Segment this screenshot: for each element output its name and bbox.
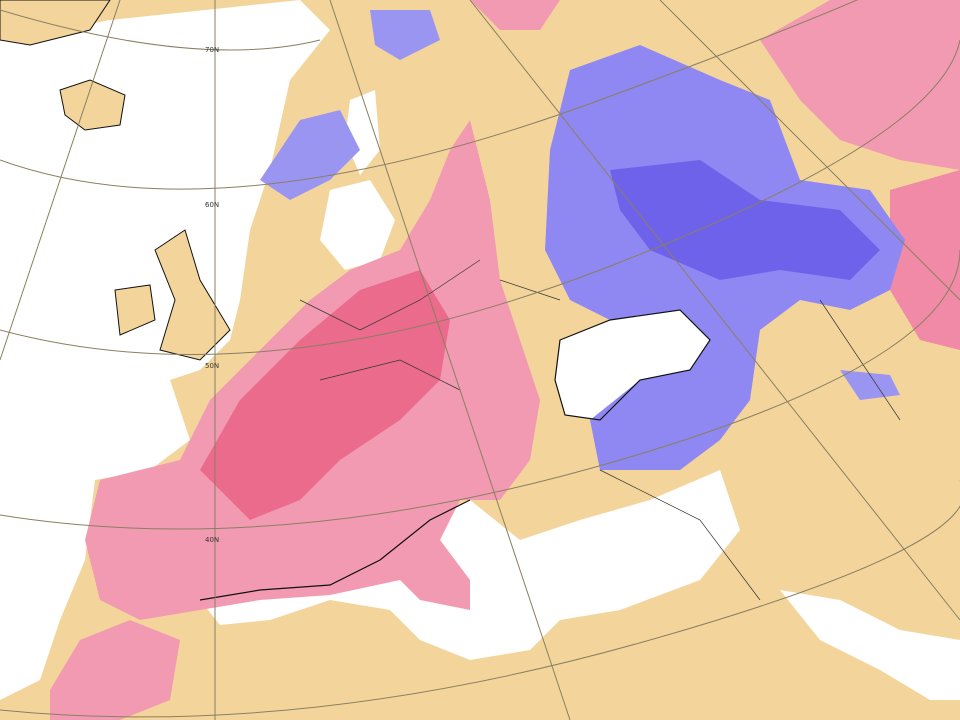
cold-core [610, 160, 880, 280]
persian-gulf [780, 590, 960, 700]
meridian [329, 0, 571, 720]
borders [299, 259, 901, 601]
warm-africa [50, 620, 180, 720]
meridian [659, 0, 960, 301]
black-sea [555, 310, 710, 420]
parallel-30 [0, 480, 960, 718]
latitude-label: 40N [205, 536, 219, 544]
mediterranean [200, 470, 740, 660]
warm-anomaly [50, 0, 960, 720]
parallel-40 [0, 249, 960, 530]
warm-east [890, 170, 960, 350]
parallel-60 [0, 0, 859, 190]
cold-iran [840, 370, 900, 400]
meridian [469, 0, 960, 621]
cold-finland [370, 10, 440, 60]
coastline [199, 309, 711, 601]
ireland [114, 284, 156, 336]
parallel-70 [0, 9, 321, 51]
cold-anomaly [260, 10, 905, 470]
cold-scandinavia [260, 110, 360, 200]
baltic [320, 180, 395, 270]
warm-core [200, 270, 450, 520]
latitude-label: 60N [205, 201, 219, 209]
parallel-50 [0, 39, 960, 355]
warm-russia [760, 0, 960, 170]
greenland [0, 0, 111, 46]
iceland [59, 79, 126, 131]
latitude-label: 70N [205, 46, 219, 54]
latitude-label: 50N [205, 362, 219, 370]
meridian [0, 0, 121, 361]
warm-north [470, 0, 560, 30]
